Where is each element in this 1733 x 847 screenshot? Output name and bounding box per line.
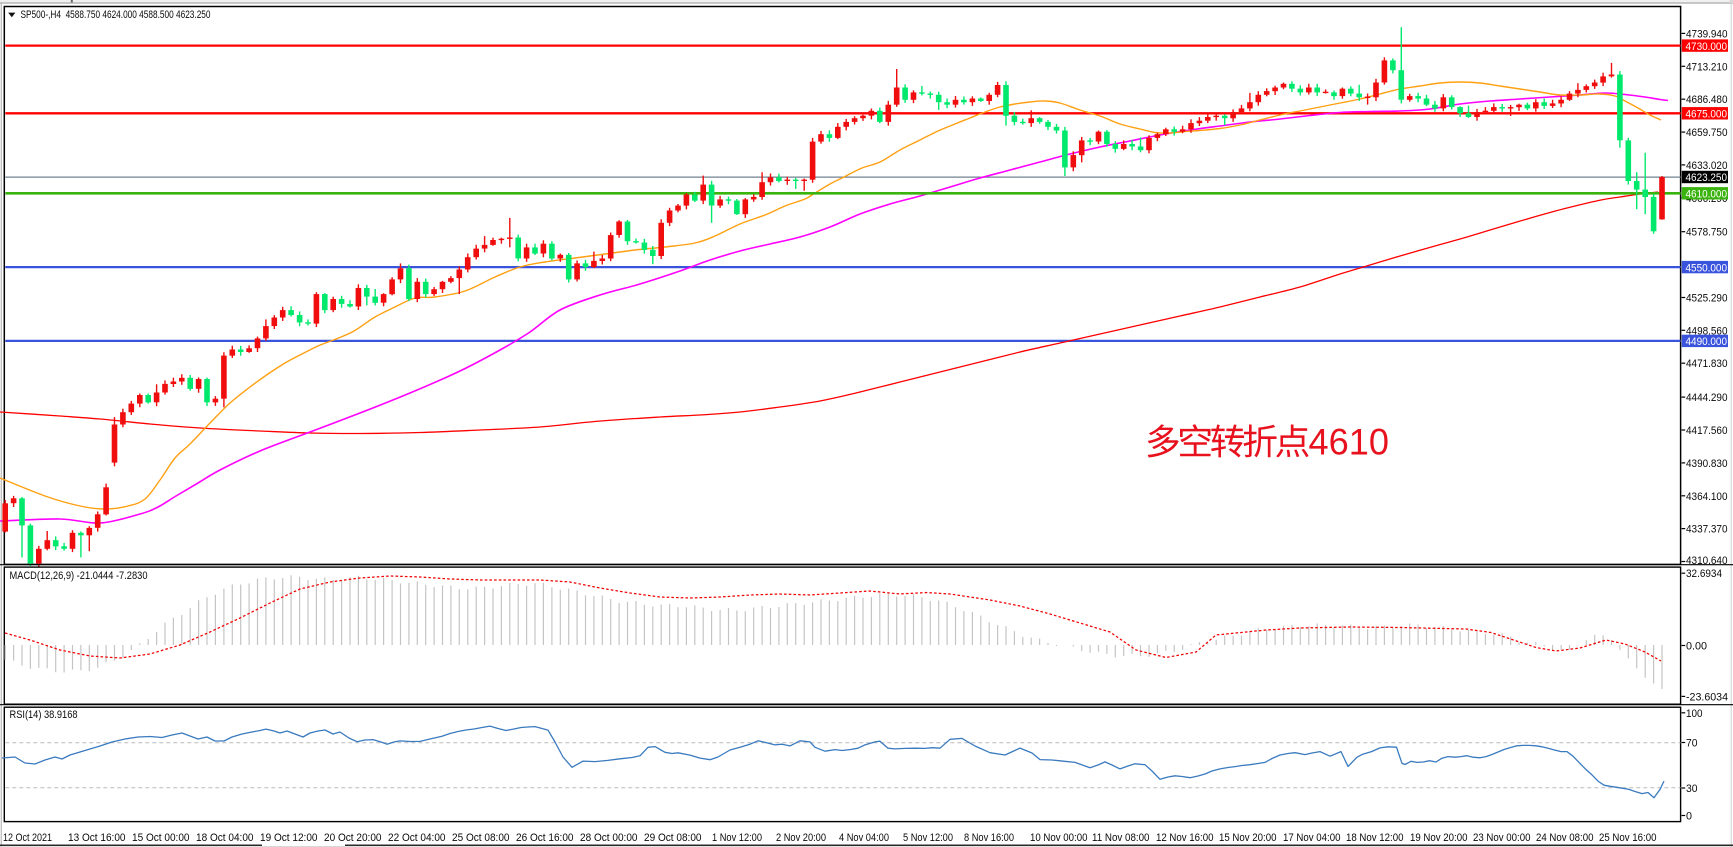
svg-text:8 Nov 16:00: 8 Nov 16:00 bbox=[964, 832, 1014, 844]
svg-text:12 Nov 16:00: 12 Nov 16:00 bbox=[1156, 832, 1214, 844]
svg-text:20 Oct 20:00: 20 Oct 20:00 bbox=[324, 832, 382, 844]
svg-text:15 Nov 20:00: 15 Nov 20:00 bbox=[1219, 832, 1277, 844]
svg-text:4713.210: 4713.210 bbox=[1686, 61, 1728, 73]
svg-text:4623.250: 4623.250 bbox=[1686, 172, 1728, 184]
svg-text:15 Oct 00:00: 15 Oct 00:00 bbox=[132, 832, 190, 844]
svg-text:25 Nov 16:00: 25 Nov 16:00 bbox=[1599, 832, 1657, 844]
svg-text:19 Oct 12:00: 19 Oct 12:00 bbox=[260, 832, 318, 844]
svg-text:4610.000: 4610.000 bbox=[1686, 189, 1728, 201]
svg-text:4578.750: 4578.750 bbox=[1686, 227, 1728, 239]
svg-text:23 Nov 00:00: 23 Nov 00:00 bbox=[1473, 832, 1531, 844]
svg-text:4490.000: 4490.000 bbox=[1686, 336, 1728, 348]
svg-text:4659.750: 4659.750 bbox=[1686, 127, 1728, 139]
svg-text:4 Nov 04:00: 4 Nov 04:00 bbox=[839, 832, 889, 844]
svg-text:11 Nov 08:00: 11 Nov 08:00 bbox=[1092, 832, 1150, 844]
svg-text:24 Nov 08:00: 24 Nov 08:00 bbox=[1536, 832, 1594, 844]
svg-text:10 Nov 00:00: 10 Nov 00:00 bbox=[1030, 832, 1088, 844]
svg-text:17 Nov 04:00: 17 Nov 04:00 bbox=[1283, 832, 1341, 844]
svg-text:0: 0 bbox=[1686, 811, 1692, 823]
svg-text:4417.560: 4417.560 bbox=[1686, 425, 1728, 437]
svg-text:100: 100 bbox=[1686, 708, 1703, 720]
svg-text:0.00: 0.00 bbox=[1686, 641, 1707, 653]
svg-text:1 Nov 12:00: 1 Nov 12:00 bbox=[712, 832, 762, 844]
svg-text:25 Oct 08:00: 25 Oct 08:00 bbox=[452, 832, 510, 844]
svg-text:70: 70 bbox=[1686, 738, 1698, 750]
svg-text:4686.480: 4686.480 bbox=[1686, 94, 1728, 106]
svg-text:29 Oct 08:00: 29 Oct 08:00 bbox=[644, 832, 702, 844]
svg-text:4337.370: 4337.370 bbox=[1686, 524, 1728, 536]
svg-text:-23.6034: -23.6034 bbox=[1686, 691, 1728, 703]
svg-text:18 Nov 12:00: 18 Nov 12:00 bbox=[1346, 832, 1404, 844]
svg-text:2 Nov 20:00: 2 Nov 20:00 bbox=[776, 832, 826, 844]
svg-text:4364.100: 4364.100 bbox=[1686, 491, 1728, 503]
svg-text:12 Oct 2021: 12 Oct 2021 bbox=[3, 832, 52, 844]
svg-text:30: 30 bbox=[1686, 783, 1698, 795]
svg-text:32.6934: 32.6934 bbox=[1686, 568, 1722, 580]
svg-text:4550.000: 4550.000 bbox=[1686, 262, 1728, 274]
svg-text:4525.290: 4525.290 bbox=[1686, 293, 1728, 305]
svg-text:4498.560: 4498.560 bbox=[1686, 325, 1728, 337]
svg-text:4730.000: 4730.000 bbox=[1686, 41, 1728, 53]
svg-text:4310.640: 4310.640 bbox=[1686, 555, 1728, 567]
svg-text:4471.830: 4471.830 bbox=[1686, 358, 1728, 370]
svg-text:RSI(14) 38.9168: RSI(14) 38.9168 bbox=[10, 709, 78, 721]
svg-text:MACD(12,26,9) -21.0444 -7.2830: MACD(12,26,9) -21.0444 -7.2830 bbox=[10, 570, 148, 582]
svg-text:4390.830: 4390.830 bbox=[1686, 458, 1728, 470]
svg-text:26 Oct 16:00: 26 Oct 16:00 bbox=[516, 832, 574, 844]
svg-text:4444.290: 4444.290 bbox=[1686, 392, 1728, 404]
svg-text:4675.000: 4675.000 bbox=[1686, 109, 1728, 121]
svg-text:4633.020: 4633.020 bbox=[1686, 160, 1728, 172]
svg-text:19 Nov 20:00: 19 Nov 20:00 bbox=[1410, 832, 1468, 844]
svg-text:18 Oct 04:00: 18 Oct 04:00 bbox=[196, 832, 254, 844]
svg-text:4739.940: 4739.940 bbox=[1686, 28, 1728, 40]
svg-text:SP500-,H4 4588.750 4624.000 4: SP500-,H4 4588.750 4624.000 4588.500 462… bbox=[21, 9, 211, 21]
svg-text:13 Oct 16:00: 13 Oct 16:00 bbox=[68, 832, 126, 844]
svg-text:22 Oct 04:00: 22 Oct 04:00 bbox=[388, 832, 446, 844]
svg-text:28 Oct 00:00: 28 Oct 00:00 bbox=[580, 832, 638, 844]
svg-text:5 Nov 12:00: 5 Nov 12:00 bbox=[903, 832, 953, 844]
svg-text:4610: 4610 bbox=[1309, 421, 1390, 463]
